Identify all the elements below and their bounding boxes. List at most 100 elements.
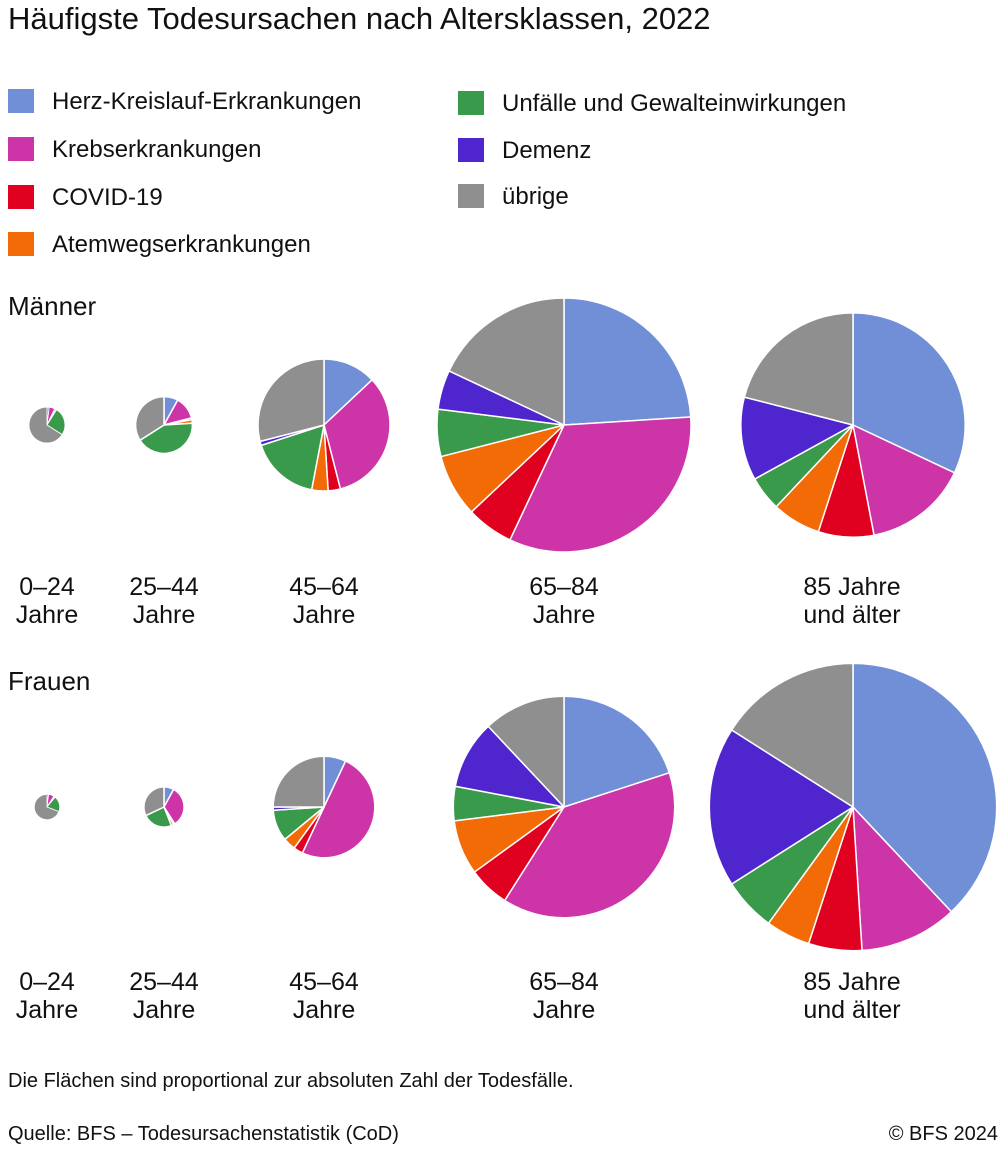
legend-label-atem: Atemwegserkrankungen — [52, 231, 311, 258]
age-label-line1: 85 Jahre — [803, 573, 901, 601]
pie-slice-herz — [852, 312, 966, 474]
pie-slice-krebs — [852, 424, 956, 536]
pie-slice-demenz — [708, 729, 854, 885]
pie-slice-demenz — [437, 370, 565, 426]
pie-slice-covid — [470, 424, 565, 541]
pie-slice-covid — [46, 795, 55, 808]
age-label-line2: Jahre — [292, 996, 356, 1024]
pie-slice-covid — [293, 806, 325, 854]
age-label-line2: und älter — [803, 996, 901, 1024]
pie-slice-herz — [323, 358, 373, 426]
chart-note: Die Flächen sind proportional zur absolu… — [8, 1070, 574, 1092]
pie-slice-covid — [163, 806, 176, 826]
pie-slice-unfall — [452, 785, 565, 822]
age-label-line1: 25–44 — [129, 573, 199, 601]
pie-frauen-2 — [272, 755, 376, 859]
legend-swatch-uebrige — [458, 184, 484, 208]
pie-slice-atem — [440, 424, 565, 513]
age-label-line2: Jahre — [532, 996, 596, 1024]
pie-slice-herz — [46, 406, 50, 426]
pie-slice-krebs — [301, 760, 376, 859]
panel-title-frauen: Frauen — [8, 666, 91, 696]
age-label-line1: 45–64 — [289, 573, 359, 601]
pie-slice-uebrige — [33, 793, 60, 821]
pie-slice-krebs — [503, 772, 676, 919]
pie-slice-krebs — [163, 399, 193, 426]
legend-swatch-covid — [8, 185, 34, 209]
pie-slice-uebrige — [28, 406, 63, 444]
age-label-line1: 0–24 — [19, 573, 75, 601]
pie-slice-herz — [163, 786, 175, 808]
pie-slice-uebrige — [487, 695, 565, 808]
pie-slice-demenz — [272, 806, 325, 811]
pie-slice-herz — [46, 793, 49, 808]
age-label-line2: Jahre — [15, 601, 79, 629]
pie-slice-demenz — [259, 424, 325, 447]
pie-slice-krebs — [509, 416, 692, 553]
age-label-line1: 85 Jahre — [803, 968, 901, 996]
pie-slice-uebrige — [743, 312, 854, 426]
pie-frauen-4 — [708, 662, 998, 952]
age-label-frauen-0-24: 0–24 Jahre — [0, 968, 127, 1024]
age-label-maenner-85plus: 85 Jahre und älter — [772, 573, 932, 629]
age-label-line2: Jahre — [292, 601, 356, 629]
pie-slice-unfall — [436, 408, 565, 458]
age-label-frauen-65-84: 65–84 Jahre — [484, 968, 644, 1024]
legend-swatch-unfall — [458, 91, 484, 115]
pie-slice-covid — [807, 806, 863, 952]
pie-slice-herz — [323, 755, 347, 808]
pie-slice-atem — [284, 806, 325, 849]
pie-slice-uebrige — [448, 297, 565, 426]
pie-slice-atem — [163, 806, 175, 827]
pie-slice-uebrige — [730, 662, 854, 808]
age-label-line1: 0–24 — [19, 968, 75, 996]
pie-slice-unfall — [730, 806, 854, 924]
age-label-maenner-25-44: 25–44 Jahre — [84, 573, 244, 629]
pie-slice-atem — [163, 418, 194, 426]
legend-label-covid: COVID-19 — [52, 184, 163, 211]
pie-slice-herz — [563, 695, 671, 808]
age-label-frauen-45-64: 45–64 Jahre — [244, 968, 404, 1024]
pie-slice-uebrige — [272, 755, 325, 808]
legend-swatch-demenz — [458, 138, 484, 162]
pie-slice-unfall — [46, 796, 61, 813]
pie-slice-atem — [453, 806, 565, 873]
legend-label-demenz: Demenz — [502, 137, 592, 164]
pie-slice-covid — [46, 408, 57, 426]
pie-slice-unfall — [139, 422, 194, 455]
source-text: Quelle: BFS – Todesursachenstatistik (Co… — [8, 1123, 399, 1145]
age-label-frauen-25-44: 25–44 Jahre — [84, 968, 244, 1024]
chart-title: Häufigste Todesursachen nach Altersklass… — [8, 1, 711, 36]
age-label-maenner-0-24: 0–24 Jahre — [0, 573, 127, 629]
legend-label-herz: Herz-Kreislauf-Erkrankungen — [52, 88, 362, 115]
legend-swatch-krebs — [8, 137, 34, 161]
pie-männer-0 — [28, 406, 66, 444]
pie-slice-atem — [775, 424, 854, 533]
pie-slice-atem — [46, 408, 58, 426]
pie-slice-krebs — [163, 788, 185, 825]
legend-swatch-atem — [8, 232, 34, 256]
age-label-line2: Jahre — [532, 601, 596, 629]
legend-label-unfall: Unfälle und Gewalteinwirkungen — [502, 90, 847, 117]
copyright-text: © BFS 2024 — [888, 1123, 998, 1145]
age-label-line2: Jahre — [132, 996, 196, 1024]
pie-slice-krebs — [852, 806, 953, 952]
age-label-frauen-85plus: 85 Jahre und älter — [772, 968, 932, 1024]
pie-slice-uebrige — [257, 358, 325, 443]
pie-slice-covid — [323, 424, 342, 492]
pie-slice-herz — [163, 395, 179, 426]
pie-slice-covid — [163, 417, 193, 426]
age-label-line1: 45–64 — [289, 968, 359, 996]
pie-männer-3 — [436, 297, 692, 553]
age-label-line2: Jahre — [15, 996, 79, 1024]
age-label-maenner-45-64: 45–64 Jahre — [244, 573, 404, 629]
pie-männer-1 — [134, 395, 194, 455]
pie-slice-krebs — [323, 379, 391, 490]
age-label-line2: Jahre — [132, 601, 196, 629]
pie-slice-atem — [767, 806, 854, 945]
pie-slice-unfall — [272, 806, 325, 841]
pie-slice-krebs — [46, 406, 56, 426]
pie-slice-covid — [817, 424, 875, 538]
age-label-maenner-65-84: 65–84 Jahre — [484, 573, 644, 629]
pie-slice-atem — [46, 796, 56, 808]
